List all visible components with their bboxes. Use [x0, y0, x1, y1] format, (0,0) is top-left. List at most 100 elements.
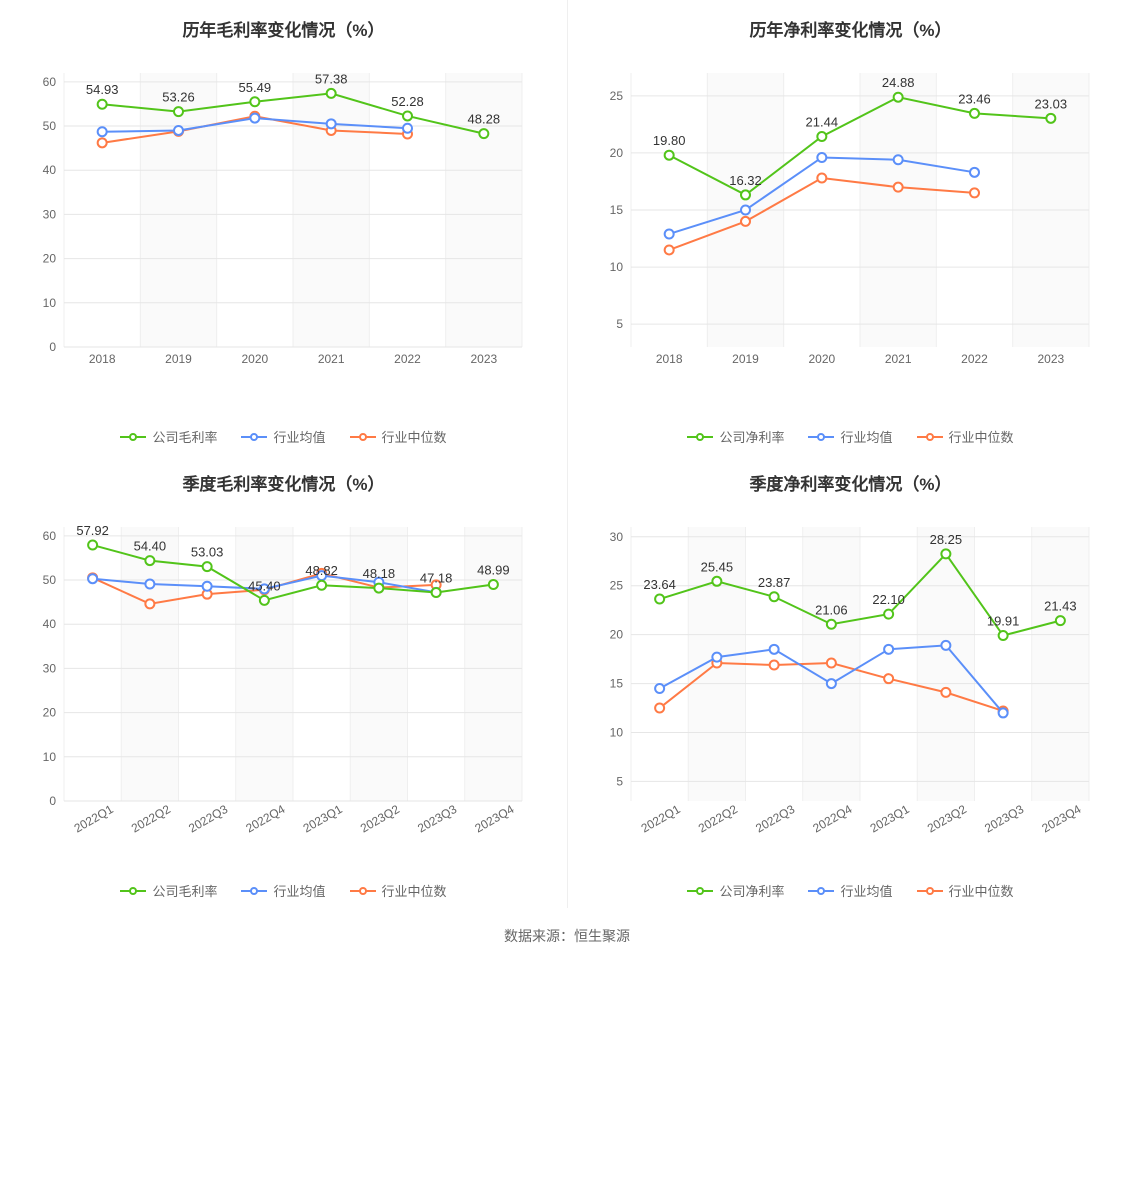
legend-item[interactable]: 行业中位数	[350, 427, 447, 446]
svg-text:53.03: 53.03	[191, 545, 224, 560]
chart-title: 季度净利率变化情况（%）	[579, 470, 1122, 495]
svg-text:21.43: 21.43	[1044, 599, 1077, 614]
svg-text:22.10: 22.10	[872, 592, 905, 607]
legend-label: 行业中位数	[949, 427, 1014, 446]
svg-text:2022Q3: 2022Q3	[186, 802, 230, 836]
svg-text:21.06: 21.06	[815, 602, 848, 617]
legend-label: 行业均值	[273, 881, 325, 900]
svg-text:48.28: 48.28	[468, 112, 501, 127]
legend-item[interactable]: 公司毛利率	[120, 427, 217, 446]
svg-text:19.91: 19.91	[987, 614, 1020, 629]
chart-title: 季度毛利率变化情况（%）	[12, 470, 555, 495]
svg-text:2023Q4: 2023Q4	[1039, 802, 1083, 836]
legend-swatch	[120, 885, 146, 897]
svg-text:10: 10	[43, 750, 57, 764]
svg-text:60: 60	[43, 529, 57, 543]
svg-text:10: 10	[610, 726, 624, 740]
svg-text:2022: 2022	[961, 352, 988, 366]
source-prefix: 数据来源：	[504, 928, 574, 944]
svg-text:50: 50	[43, 119, 57, 133]
svg-text:23.64: 23.64	[643, 577, 676, 592]
svg-text:30: 30	[43, 661, 57, 675]
svg-text:20: 20	[610, 628, 624, 642]
legend-label: 公司净利率	[719, 427, 784, 446]
svg-text:54.93: 54.93	[86, 82, 119, 97]
chart-svg: 510152025302022Q12022Q22022Q32022Q42023Q…	[579, 503, 1099, 843]
svg-text:48.99: 48.99	[477, 562, 510, 577]
chart-panel-annual-gross: 历年毛利率变化情况（%）0102030405060201820192020202…	[0, 0, 567, 454]
legend-label: 公司净利率	[719, 881, 784, 900]
legend-swatch	[350, 885, 376, 897]
legend-swatch	[917, 885, 943, 897]
legend-item[interactable]: 行业中位数	[917, 881, 1014, 900]
legend-item[interactable]: 公司净利率	[687, 427, 784, 446]
legend-swatch	[350, 431, 376, 443]
svg-text:2023Q1: 2023Q1	[868, 802, 912, 836]
svg-text:2023Q3: 2023Q3	[982, 802, 1026, 836]
svg-text:40: 40	[43, 163, 57, 177]
legend-label: 行业中位数	[382, 881, 447, 900]
svg-text:28.25: 28.25	[930, 532, 963, 547]
svg-text:2018: 2018	[656, 352, 683, 366]
svg-text:30: 30	[610, 530, 624, 544]
svg-text:20: 20	[610, 146, 624, 160]
svg-text:23.03: 23.03	[1035, 96, 1068, 111]
legend-swatch	[241, 885, 267, 897]
svg-text:2022Q2: 2022Q2	[696, 802, 740, 836]
legend-swatch	[808, 885, 834, 897]
chart-grid: 历年毛利率变化情况（%）0102030405060201820192020202…	[0, 0, 1134, 908]
svg-text:53.26: 53.26	[162, 90, 195, 105]
legend-label: 行业均值	[840, 881, 892, 900]
svg-text:60: 60	[43, 75, 57, 89]
svg-text:45.40: 45.40	[248, 578, 281, 593]
chart-legend: 公司毛利率 行业均值 行业中位数	[12, 881, 555, 900]
svg-text:40: 40	[43, 617, 57, 631]
svg-text:48.18: 48.18	[363, 566, 396, 581]
legend-item[interactable]: 行业均值	[808, 881, 892, 900]
svg-text:57.38: 57.38	[315, 71, 348, 86]
legend-item[interactable]: 行业均值	[241, 427, 325, 446]
svg-text:23.87: 23.87	[758, 575, 791, 590]
legend-label: 行业均值	[840, 427, 892, 446]
svg-text:15: 15	[610, 203, 624, 217]
legend-item[interactable]: 公司毛利率	[120, 881, 217, 900]
svg-text:2022Q3: 2022Q3	[753, 802, 797, 836]
svg-text:2018: 2018	[89, 352, 116, 366]
legend-label: 公司毛利率	[152, 427, 217, 446]
svg-text:2022Q4: 2022Q4	[810, 802, 854, 836]
svg-text:2022Q1: 2022Q1	[639, 802, 683, 836]
svg-text:2019: 2019	[732, 352, 759, 366]
chart-svg: 010203040506020182019202020212022202354.…	[12, 49, 532, 389]
svg-text:2022: 2022	[394, 352, 421, 366]
svg-text:25: 25	[610, 89, 624, 103]
legend-swatch	[687, 431, 713, 443]
svg-text:2020: 2020	[241, 352, 268, 366]
legend-item[interactable]: 公司净利率	[687, 881, 784, 900]
svg-text:2023: 2023	[1037, 352, 1064, 366]
svg-text:48.82: 48.82	[305, 563, 338, 578]
chart-svg: 51015202520182019202020212022202319.8016…	[579, 49, 1099, 389]
legend-label: 公司毛利率	[152, 881, 217, 900]
svg-text:10: 10	[610, 260, 624, 274]
svg-text:24.88: 24.88	[882, 75, 915, 90]
svg-text:20: 20	[43, 706, 57, 720]
svg-text:2020: 2020	[808, 352, 835, 366]
svg-text:25.45: 25.45	[701, 559, 734, 574]
chart-svg: 01020304050602022Q12022Q22022Q32022Q4202…	[12, 503, 532, 843]
svg-text:2023Q3: 2023Q3	[415, 802, 459, 836]
legend-swatch	[687, 885, 713, 897]
legend-label: 行业中位数	[949, 881, 1014, 900]
svg-text:55.49: 55.49	[239, 80, 272, 95]
svg-text:2022Q2: 2022Q2	[129, 802, 173, 836]
svg-text:0: 0	[49, 794, 56, 808]
legend-item[interactable]: 行业中位数	[350, 881, 447, 900]
svg-text:2023: 2023	[470, 352, 497, 366]
legend-swatch	[120, 431, 146, 443]
legend-item[interactable]: 行业均值	[241, 881, 325, 900]
legend-swatch	[917, 431, 943, 443]
legend-item[interactable]: 行业中位数	[917, 427, 1014, 446]
legend-item[interactable]: 行业均值	[808, 427, 892, 446]
chart-panel-quarter-gross: 季度毛利率变化情况（%）01020304050602022Q12022Q2202…	[0, 454, 567, 908]
chart-title: 历年毛利率变化情况（%）	[12, 16, 555, 41]
legend-label: 行业均值	[273, 427, 325, 446]
